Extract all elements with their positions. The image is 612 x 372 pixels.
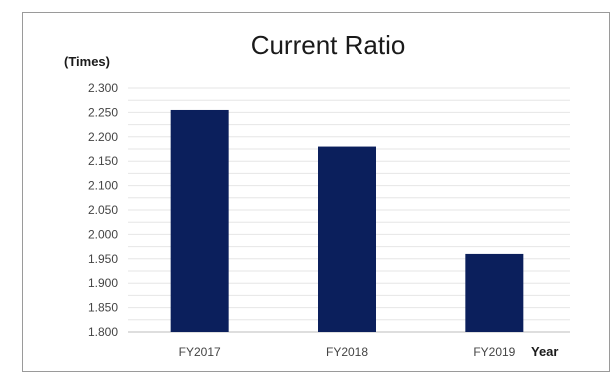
x-category-label: FY2019 xyxy=(473,345,515,359)
y-axis-ticks: 1.800 1.850 1.900 1.950 2.000 2.050 2.100 2.150… xyxy=(88,81,118,339)
bars xyxy=(170,109,524,333)
bar-fy2019 xyxy=(465,253,524,332)
bar-fy2018 xyxy=(318,146,376,332)
x-axis-categories: FY2017 FY2018 FY2019 xyxy=(179,345,516,359)
y-tick-label: 1.950 xyxy=(88,252,118,266)
x-axis-title: Year xyxy=(531,344,558,359)
y-tick-label: 2.000 xyxy=(88,227,118,241)
current-ratio-chart: Current Ratio (Times) Year 1.800 1.850 1.9… xyxy=(64,30,570,359)
x-category-label: FY2017 xyxy=(179,345,221,359)
y-tick-label: 1.850 xyxy=(88,301,118,315)
y-tick-label: 2.150 xyxy=(88,154,118,168)
chart-title: Current Ratio xyxy=(251,30,406,60)
y-tick-label: 1.800 xyxy=(88,325,118,339)
y-tick-label: 1.900 xyxy=(88,276,118,290)
y-tick-label: 2.100 xyxy=(88,179,118,193)
y-tick-label: 2.300 xyxy=(88,81,118,95)
x-category-label: FY2018 xyxy=(326,345,368,359)
y-tick-label: 2.250 xyxy=(88,105,118,119)
y-tick-label: 2.200 xyxy=(88,130,118,144)
y-axis-unit-label: (Times) xyxy=(64,54,110,69)
y-tick-label: 2.050 xyxy=(88,203,118,217)
bar-fy2017 xyxy=(170,109,229,333)
